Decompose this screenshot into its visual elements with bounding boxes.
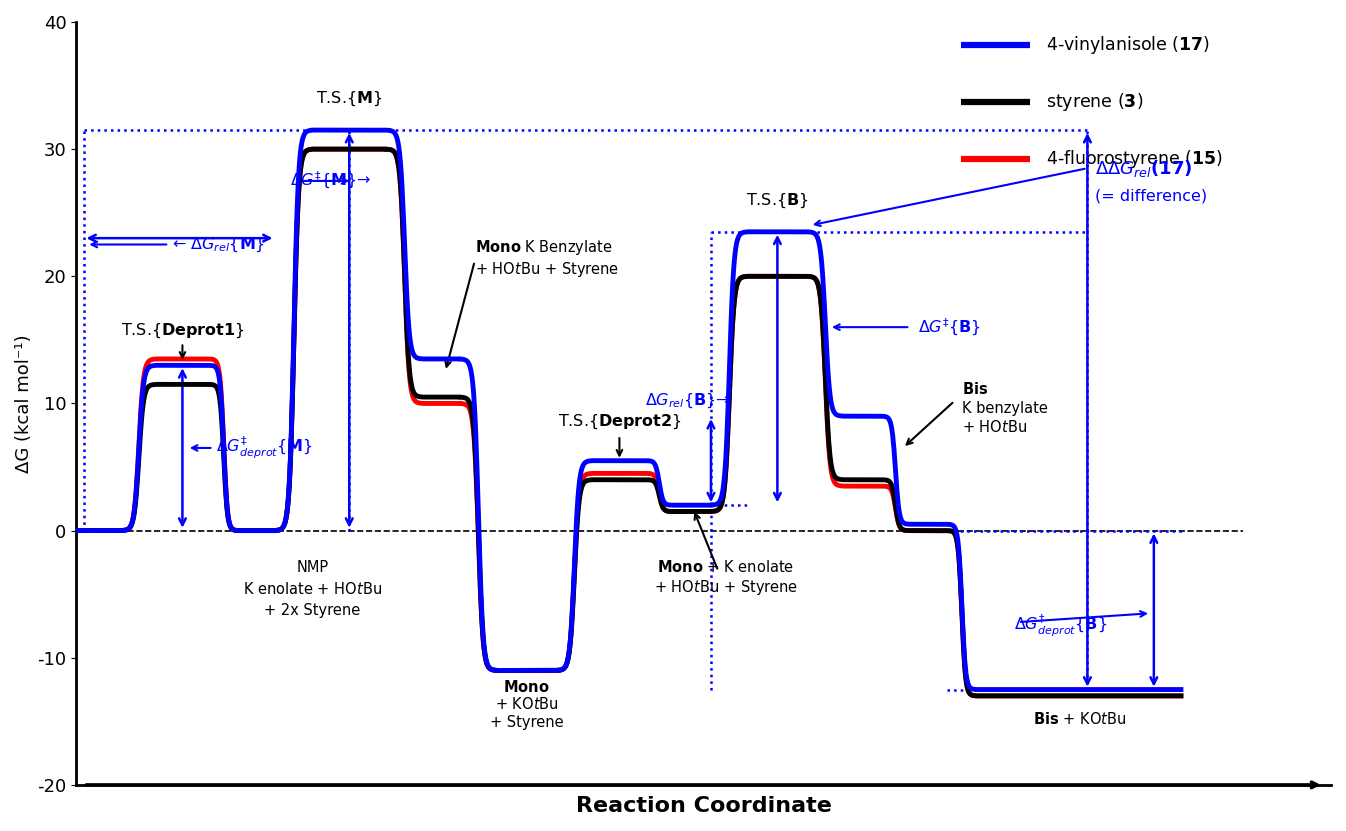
Text: K benzylate: K benzylate [962, 401, 1047, 416]
Text: $\Delta G^{\ddagger}_{deprot}$$\{$$\mathbf{B}$$\}$: $\Delta G^{\ddagger}_{deprot}$$\{$$\math… [1014, 613, 1106, 639]
Text: + HO$\mathit{t}$Bu + Styrene: + HO$\mathit{t}$Bu + Styrene [654, 578, 798, 597]
Text: + HO$\mathit{t}$Bu: + HO$\mathit{t}$Bu [962, 419, 1027, 435]
Text: T.S.{$\mathbf{Deprot1}$}: T.S.{$\mathbf{Deprot1}$} [121, 322, 244, 340]
X-axis label: Reaction Coordinate: Reaction Coordinate [576, 796, 832, 816]
Text: + 2x Styrene: + 2x Styrene [264, 603, 361, 618]
Text: styrene ($\mathbf{3}$): styrene ($\mathbf{3}$) [1046, 91, 1144, 113]
Text: $\Delta G_{rel}$$\{$$\mathbf{B}$$\}$→: $\Delta G_{rel}$$\{$$\mathbf{B}$$\}$→ [645, 391, 730, 411]
Text: K enolate + HO$\mathit{t}$Bu: K enolate + HO$\mathit{t}$Bu [242, 581, 382, 597]
Text: T.S.{$\mathbf{B}$}: T.S.{$\mathbf{B}$} [746, 192, 809, 210]
Text: $\Delta G^{\ddagger}$$\{$$\mathbf{M}$$\}$→: $\Delta G^{\ddagger}$$\{$$\mathbf{M}$$\}… [291, 170, 371, 191]
Text: $\mathbf{Mono}$ K Benzylate: $\mathbf{Mono}$ K Benzylate [475, 238, 612, 258]
Text: $\mathbf{Mono}$ + K enolate: $\mathbf{Mono}$ + K enolate [657, 559, 794, 575]
Text: $\mathbf{Mono}$: $\mathbf{Mono}$ [503, 680, 549, 696]
Text: 4-vinylanisole ($\mathbf{17}$): 4-vinylanisole ($\mathbf{17}$) [1046, 34, 1210, 56]
Text: $\Delta G^{\ddagger}_{deprot}$$\{$$\mathbf{M}$$\}$: $\Delta G^{\ddagger}_{deprot}$$\{$$\math… [217, 435, 314, 461]
Text: (= difference): (= difference) [1094, 189, 1207, 204]
Text: T.S.{$\mathbf{Deprot2}$}: T.S.{$\mathbf{Deprot2}$} [557, 413, 681, 431]
Text: $\mathbf{Bis}$: $\mathbf{Bis}$ [962, 381, 988, 397]
Text: $\mathbf{Bis}$ + KO$\mathit{t}$Bu: $\mathbf{Bis}$ + KO$\mathit{t}$Bu [1034, 711, 1127, 727]
Text: T.S.{$\mathbf{M}$}: T.S.{$\mathbf{M}$} [316, 90, 382, 109]
Y-axis label: ΔG (kcal mol⁻¹): ΔG (kcal mol⁻¹) [15, 334, 34, 473]
Text: $\Delta G^{\ddagger}$$\{$$\mathbf{B}$$\}$: $\Delta G^{\ddagger}$$\{$$\mathbf{B}$$\}… [918, 317, 981, 337]
Text: + Styrene: + Styrene [490, 715, 563, 730]
Text: $\Delta\Delta G_{rel}$$\mathbf{(17)}$: $\Delta\Delta G_{rel}$$\mathbf{(17)}$ [1094, 158, 1193, 179]
Text: + KO$\mathit{t}$Bu: + KO$\mathit{t}$Bu [494, 696, 559, 712]
Text: ← $\Delta G_{rel}$$\{$$\mathbf{M}$$\}$: ← $\Delta G_{rel}$$\{$$\mathbf{M}$$\}$ [172, 235, 265, 253]
Text: NMP: NMP [296, 560, 328, 575]
Text: + HO$\mathit{t}$Bu + Styrene: + HO$\mathit{t}$Bu + Styrene [475, 260, 619, 279]
Text: 4-fluorostyrene ($\mathbf{15}$): 4-fluorostyrene ($\mathbf{15}$) [1046, 148, 1224, 170]
